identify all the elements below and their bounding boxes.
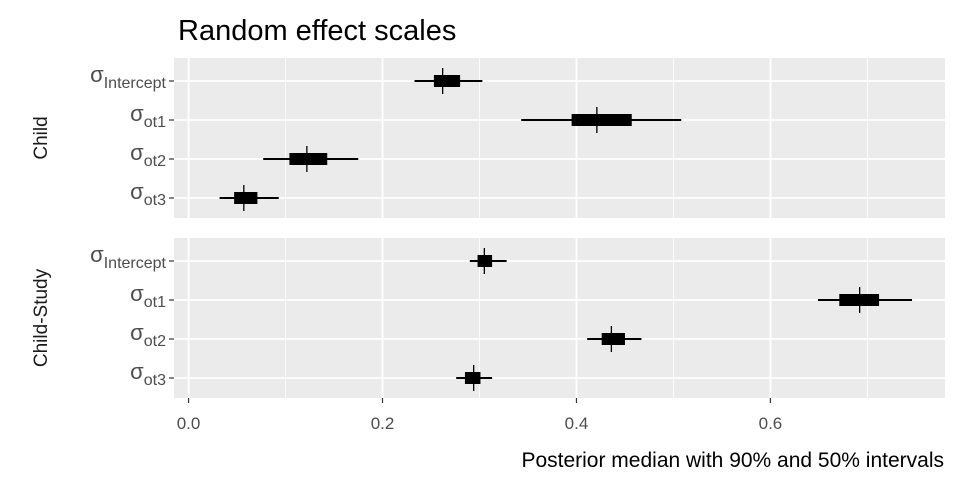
y-tick-label: σot1	[130, 281, 166, 311]
sigma-symbol: σ	[90, 242, 104, 267]
panel-background	[174, 58, 945, 218]
interval-50-box	[601, 333, 625, 345]
chart-title: Random effect scales	[178, 15, 456, 47]
y-tick-label: σIntercept	[90, 62, 166, 92]
x-tick-label: 0.0	[177, 414, 201, 433]
interval-50-box	[571, 114, 632, 126]
interval-50-box	[433, 75, 461, 87]
sigma-symbol: σ	[130, 179, 144, 204]
x-tick-label: 0.6	[759, 414, 783, 433]
facet-label: Child	[31, 116, 52, 159]
sigma-symbol: σ	[130, 140, 144, 165]
y-tick-label: σot2	[130, 320, 166, 350]
y-tick-label: σIntercept	[90, 242, 166, 272]
sigma-symbol: σ	[130, 281, 144, 306]
sigma-subscript: ot3	[144, 192, 166, 209]
y-tick-label: σot3	[130, 179, 166, 209]
sigma-symbol: σ	[130, 101, 144, 126]
interval-50-box	[464, 372, 481, 384]
y-tick-label: σot1	[130, 101, 166, 131]
x-tick-label: 0.2	[371, 414, 395, 433]
y-tick-label: σot3	[130, 359, 166, 389]
y-tick-label: σot2	[130, 140, 166, 170]
panel-background	[174, 238, 945, 398]
sigma-symbol: σ	[130, 320, 144, 345]
sigma-subscript: ot2	[144, 333, 166, 350]
sigma-subscript: ot1	[144, 294, 166, 311]
sigma-subscript: ot3	[144, 372, 166, 389]
sigma-subscript: ot2	[144, 153, 166, 170]
sigma-symbol: σ	[130, 359, 144, 384]
interval-50-box	[289, 153, 328, 165]
sigma-subscript: Intercept	[104, 255, 167, 272]
sigma-symbol: σ	[90, 62, 104, 87]
interval-50-box	[234, 192, 258, 204]
sigma-subscript: ot1	[144, 114, 166, 131]
x-tick-label: 0.4	[565, 414, 589, 433]
facet-label: Child-Study	[31, 268, 52, 367]
x-axis-title: Posterior median with 90% and 50% interv…	[521, 449, 944, 472]
sigma-subscript: Intercept	[104, 75, 167, 92]
